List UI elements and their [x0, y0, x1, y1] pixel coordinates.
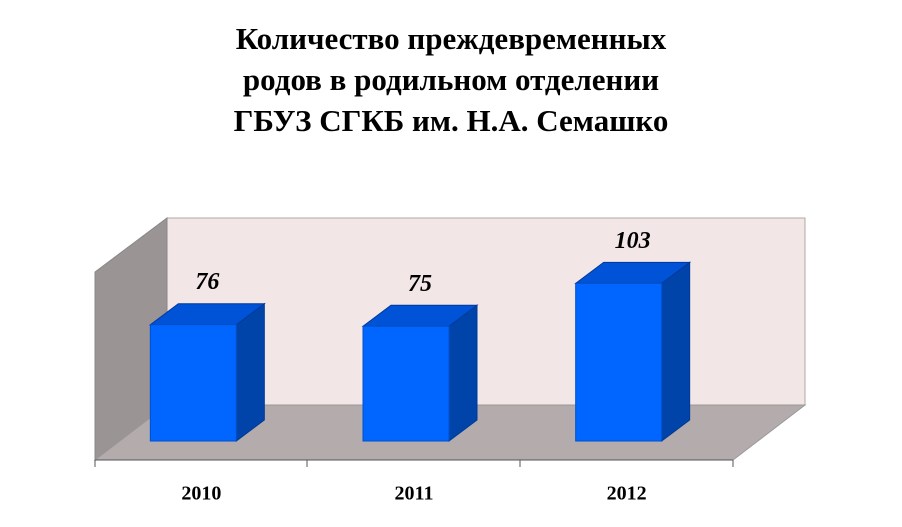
bar-side — [448, 304, 478, 442]
chart-title: ГБУЗ СГКБ им. Н.А. Семашко — [234, 103, 669, 138]
value-label: 76 — [195, 269, 219, 295]
x-tick-label: 2012 — [607, 483, 647, 505]
chart-title: родов в родильном отделении — [243, 62, 659, 97]
value-label: 75 — [408, 271, 432, 297]
bar — [149, 324, 237, 442]
x-tick-label: 2011 — [395, 483, 434, 505]
value-label: 103 — [615, 228, 651, 254]
bar-side — [661, 261, 691, 442]
x-tick-label: 2010 — [181, 483, 221, 505]
bar — [575, 282, 663, 442]
chart-title: Количество преждевременных — [236, 21, 667, 56]
bar-side — [235, 302, 265, 442]
bar — [362, 325, 450, 442]
